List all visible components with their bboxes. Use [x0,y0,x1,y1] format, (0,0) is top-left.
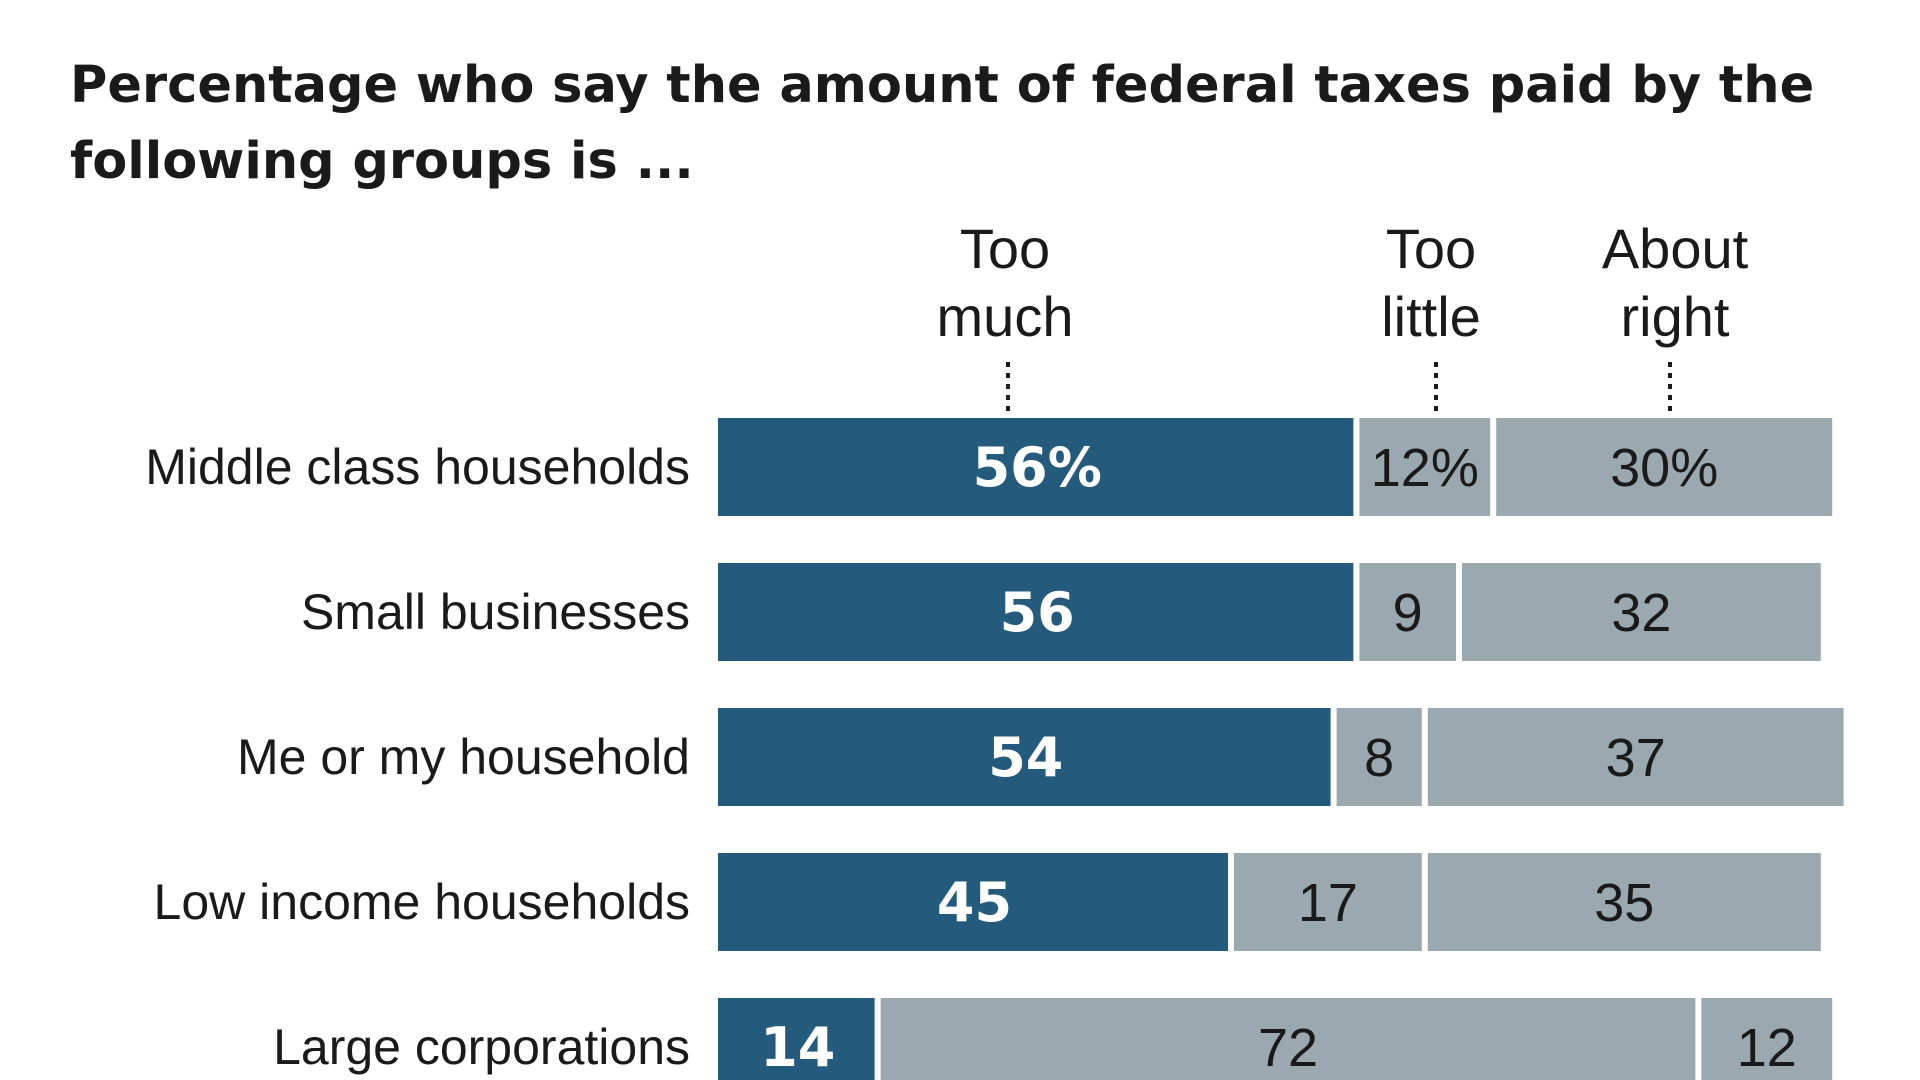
bar-too-little-small-businesses [1359,563,1456,661]
series-header-line: much [937,285,1074,348]
value-label-about-right-small-businesses: 32 [1611,583,1671,643]
series-header-line: About [1602,217,1749,280]
value-label-about-right-large-corporations: 12 [1737,1018,1797,1078]
chart-title: Percentage who say the amount of federal… [70,56,1815,191]
value-label-too-little-me-or-my-household: 8 [1364,728,1394,788]
category-label-small-businesses: Small businesses [301,584,690,640]
bar-about-right-low-income-households [1427,853,1821,951]
bar-too-little-large-corporations [880,998,1696,1080]
bar-too-much-low-income-households [718,853,1228,951]
value-label-about-right-low-income-households: 35 [1594,873,1654,933]
series-header-about-right: About right [1602,217,1749,348]
value-label-too-little-middle-class-households: 12% [1371,438,1479,498]
category-label-low-income-households: Low income households [154,874,690,930]
value-label-too-little-large-corporations: 72 [1258,1018,1318,1078]
value-label-too-much-large-corporations: 14 [760,1016,835,1079]
series-header-line: Too [1386,217,1476,280]
value-label-too-much-low-income-households: 45 [937,871,1012,934]
bar-too-much-large-corporations [718,998,875,1080]
labels-layer: Middle class households 56% 12% 30% Small bu… [145,436,1797,1079]
value-label-too-much-middle-class-households: 56% [973,436,1102,499]
value-label-about-right-me-or-my-household: 37 [1606,728,1666,788]
category-label-middle-class-households: Middle class households [145,439,690,495]
value-label-too-little-small-businesses: 9 [1393,583,1423,643]
value-label-too-much-me-or-my-household: 54 [988,726,1063,789]
bar-too-little-low-income-households [1234,853,1422,951]
bar-too-much-small-businesses [718,563,1354,661]
bar-too-little-middle-class-households [1359,418,1491,516]
bar-too-much-me-or-my-household [718,708,1331,806]
bar-about-right-middle-class-households [1496,418,1833,516]
bar-about-right-small-businesses [1462,563,1821,661]
series-header-too-little: Too little [1381,217,1481,348]
category-label-me-or-my-household: Me or my household [237,729,690,785]
bars-layer [718,418,1844,1080]
value-label-too-little-low-income-households: 17 [1298,873,1358,933]
bar-about-right-me-or-my-household [1427,708,1844,806]
series-header-line: little [1381,285,1481,348]
series-header-too-much: Too much [937,217,1074,348]
category-label-large-corporations: Large corporations [273,1019,690,1075]
value-label-about-right-middle-class-households: 30% [1610,438,1718,498]
bar-too-little-me-or-my-household [1336,708,1422,806]
value-label-too-much-small-businesses: 56 [1000,581,1075,644]
series-header-line: right [1621,285,1730,348]
bar-too-much-middle-class-households [718,418,1354,516]
bar-about-right-large-corporations [1701,998,1833,1080]
series-header-line: Too [960,217,1050,280]
